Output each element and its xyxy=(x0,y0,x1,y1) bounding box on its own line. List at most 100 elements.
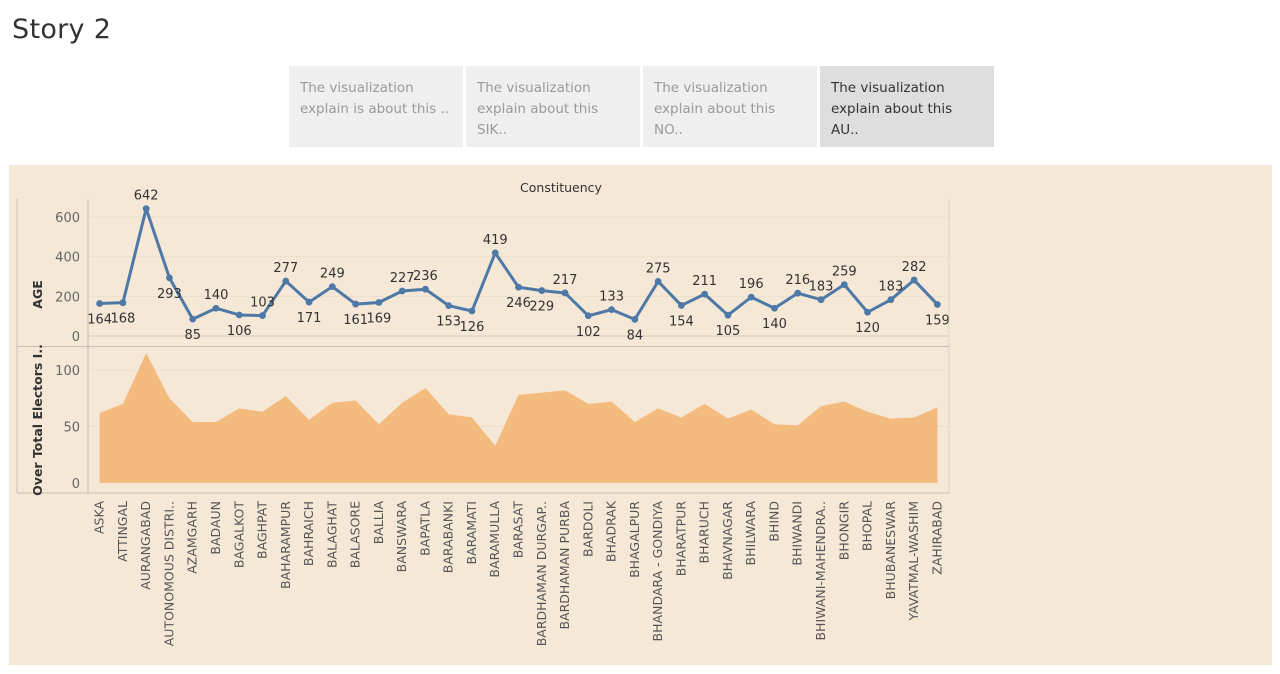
dashboard: Constituency 164 168 642 293 85 140 106 103 277 1… xyxy=(9,165,1272,665)
y-axis-title: Over Total Electors I.. xyxy=(30,344,45,496)
data-label: 140 xyxy=(762,317,787,332)
x-tick-label: BAHRAICH xyxy=(301,501,316,566)
data-label: 249 xyxy=(320,267,345,282)
data-point xyxy=(352,300,360,308)
data-point xyxy=(305,298,313,306)
story-point-1[interactable]: The visualization explain is about this … xyxy=(289,66,463,147)
y-axis-title: AGE xyxy=(30,280,45,308)
x-tick-label: BARDHAMAN DURGAP.. xyxy=(534,501,549,646)
story-title: Story 2 xyxy=(12,14,112,45)
x-tick-label: BHIWANDI xyxy=(790,501,805,566)
data-label: 259 xyxy=(832,265,857,280)
x-tick-label: BALLIA xyxy=(371,501,386,545)
data-label: 164 xyxy=(87,312,112,327)
x-tick-label: ATTINGAL xyxy=(115,501,130,562)
constituency-chart[interactable]: Constituency 164168642293851401061032771… xyxy=(9,165,1272,665)
data-point xyxy=(538,287,546,294)
data-label: 102 xyxy=(576,325,601,340)
data-point xyxy=(840,281,848,289)
data-label: 236 xyxy=(413,269,438,284)
data-point xyxy=(677,302,685,309)
data-label: 84 xyxy=(627,328,644,343)
data-label: 169 xyxy=(366,311,391,326)
x-tick-label: BHONGIR xyxy=(836,501,851,561)
x-tick-label: ASKA xyxy=(92,501,107,534)
data-label: 85 xyxy=(184,328,201,343)
x-tick-label: BARDOLI xyxy=(580,501,595,557)
story-point-2[interactable]: The visualization explain about this SIK… xyxy=(466,66,640,147)
data-label: 275 xyxy=(646,261,671,276)
data-point xyxy=(375,299,383,306)
data-point xyxy=(933,301,941,308)
y-tick-label: 400 xyxy=(55,251,80,266)
x-tick-label: BHARUCH xyxy=(697,501,712,564)
data-label: 277 xyxy=(273,261,298,276)
y-tick-label: 200 xyxy=(55,290,80,305)
data-label: 246 xyxy=(506,296,531,311)
data-point xyxy=(468,307,476,315)
area-fill xyxy=(99,353,938,483)
data-label: 120 xyxy=(855,321,880,336)
data-label: 216 xyxy=(785,273,810,288)
story-point-text: The visualization xyxy=(477,80,591,96)
area-series xyxy=(99,353,938,483)
x-tick-label: BARABANKI xyxy=(441,501,456,573)
data-point xyxy=(794,289,802,297)
x-tick-label: BALASORE xyxy=(348,501,363,568)
y-tick-label: 50 xyxy=(63,421,80,436)
y-tick-label: 0 xyxy=(72,477,80,492)
x-tick-label: AURANGABAD xyxy=(138,501,153,590)
data-point xyxy=(235,311,243,319)
data-point xyxy=(259,312,266,319)
y-tick-label: 0 xyxy=(72,330,80,345)
data-label: 196 xyxy=(739,277,764,292)
x-tick-label: BHARATPUR xyxy=(673,501,688,577)
data-label: 282 xyxy=(902,260,927,275)
data-point xyxy=(747,293,755,301)
data-point xyxy=(515,283,522,291)
data-label: 103 xyxy=(250,296,275,311)
x-tick-label: BARAMULLA xyxy=(487,501,502,578)
data-point xyxy=(212,304,220,312)
data-point xyxy=(422,285,429,293)
data-label: 105 xyxy=(716,324,741,339)
story-point-text: explain about this AU.. xyxy=(831,101,953,138)
data-point xyxy=(631,315,639,323)
x-tick-label: AZAMGARH xyxy=(185,501,200,574)
story-point-text: explain about this NO.. xyxy=(654,101,776,138)
x-tick-label: YAVATMAL-WASHIM xyxy=(906,501,921,622)
story-point-3[interactable]: The visualization explain about this NO.… xyxy=(643,66,817,147)
data-point xyxy=(119,299,127,307)
x-tick-label: BAGHPAT xyxy=(255,501,270,559)
data-label: 154 xyxy=(669,314,694,329)
data-point xyxy=(724,311,732,319)
data-label: 183 xyxy=(878,280,903,295)
x-tick-label: BARAMATI xyxy=(464,501,479,565)
x-tick-label: ZAHIRABAD xyxy=(929,501,944,575)
x-tick-label: BHUBANESWAR xyxy=(883,501,898,600)
x-tick-label: BAPATLA xyxy=(417,501,432,556)
y-tick-label: 100 xyxy=(55,364,80,379)
x-tick-label: BHILWARA xyxy=(743,501,758,566)
data-label: 171 xyxy=(297,311,322,326)
data-label: 217 xyxy=(553,273,578,288)
data-point xyxy=(398,287,406,295)
data-point xyxy=(166,274,173,282)
story-point-4[interactable]: The visualization explain about this AU.… xyxy=(820,66,994,147)
data-point xyxy=(189,315,197,323)
x-tick-label: BALAGHAT xyxy=(324,501,339,568)
story-navigator: The visualization explain is about this … xyxy=(289,66,994,147)
story-point-text: The visualization xyxy=(654,80,768,96)
data-label: 227 xyxy=(390,271,415,286)
data-label: 419 xyxy=(483,233,508,248)
data-label: 126 xyxy=(460,320,485,335)
x-tick-label: BHIND xyxy=(766,501,781,542)
x-tick-label: AUTONOMOUS DISTRI.. xyxy=(161,501,176,646)
data-point xyxy=(910,276,918,284)
data-label: 161 xyxy=(343,313,368,328)
x-tick-label: BADAUN xyxy=(208,501,223,555)
data-point xyxy=(887,296,895,304)
data-point xyxy=(561,289,569,297)
data-point xyxy=(771,304,778,312)
